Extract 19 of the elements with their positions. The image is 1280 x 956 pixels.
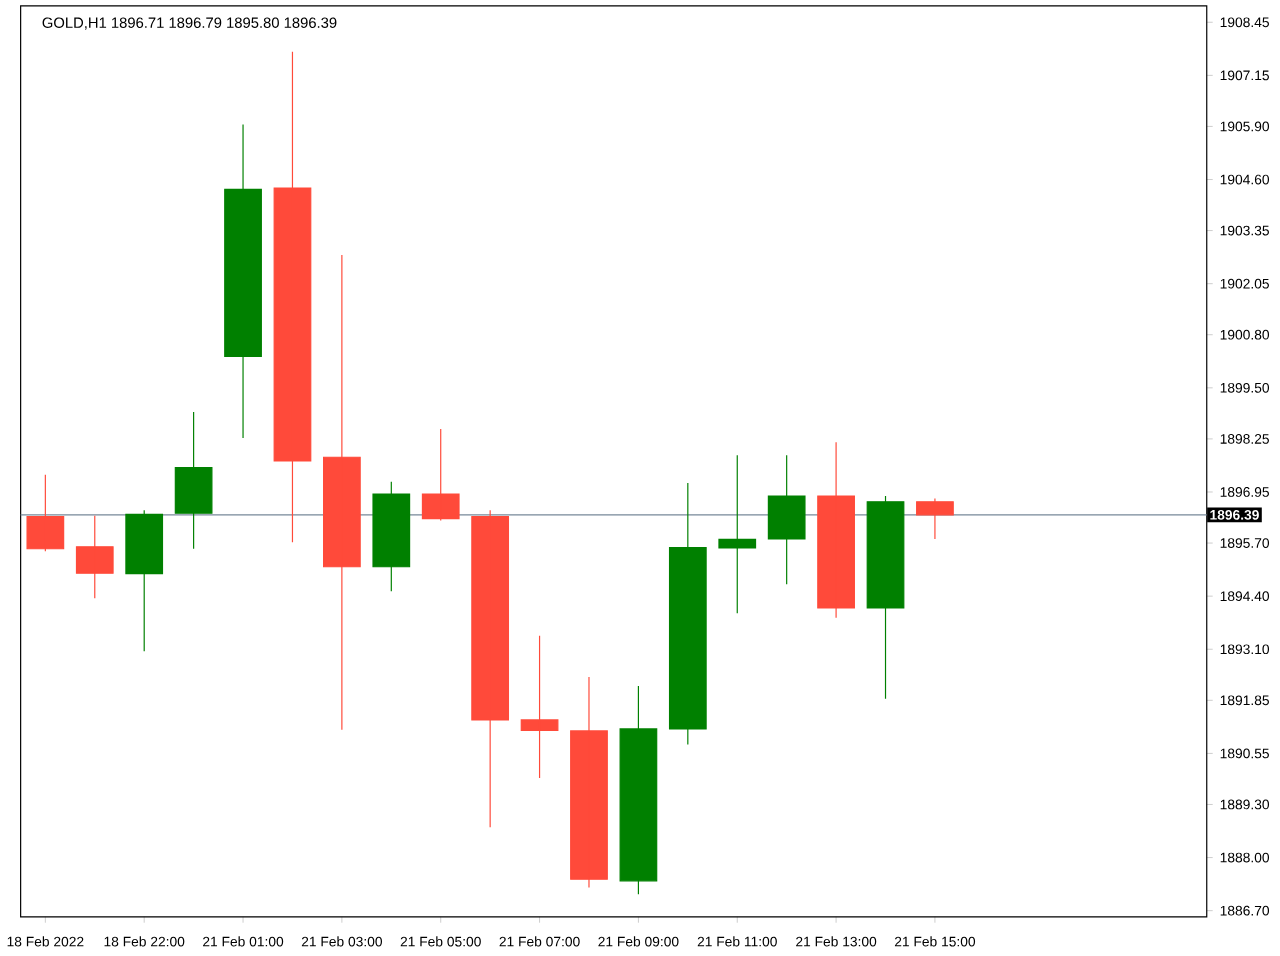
candlestick xyxy=(125,509,164,652)
candlestick xyxy=(619,685,658,895)
candlestick xyxy=(372,481,411,592)
candlestick xyxy=(273,51,312,543)
candlestick xyxy=(866,495,905,700)
candlestick xyxy=(520,635,559,779)
candlestick xyxy=(570,676,608,888)
candlestick xyxy=(471,509,510,828)
candlestick xyxy=(916,497,954,540)
candlestick xyxy=(718,454,757,614)
candlestick xyxy=(75,515,114,599)
candlestick xyxy=(817,441,855,619)
candlestick xyxy=(421,428,460,522)
candlestick xyxy=(26,474,65,552)
candlestick xyxy=(323,254,361,731)
candlestick xyxy=(767,454,806,585)
candlestick xyxy=(174,411,213,550)
candlestick xyxy=(224,123,262,439)
candlestick xyxy=(668,482,707,745)
